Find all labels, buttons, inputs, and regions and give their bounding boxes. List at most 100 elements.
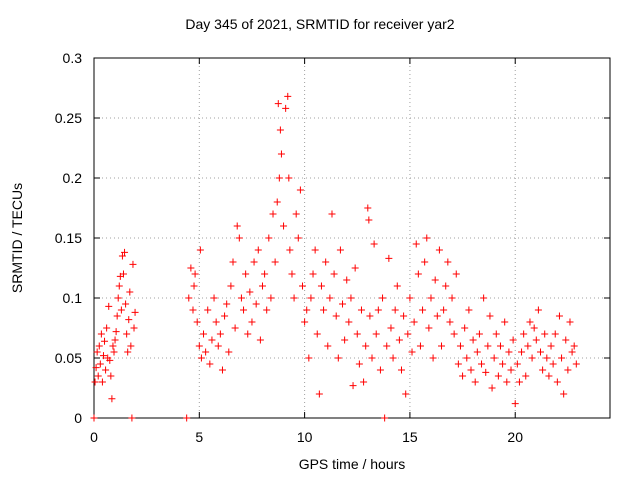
data-point (127, 342, 135, 350)
data-point (271, 258, 279, 266)
data-point (124, 348, 132, 356)
plot-frame (93, 57, 611, 419)
data-point (471, 378, 479, 386)
x-tick-label: 15 (402, 429, 418, 445)
data-point (117, 306, 125, 314)
data-point (480, 294, 488, 302)
data-point (522, 372, 530, 380)
data-point (391, 306, 399, 314)
data-point (285, 174, 293, 182)
data-point (204, 306, 212, 314)
data-point (402, 390, 410, 398)
data-point (562, 336, 570, 344)
data-point (244, 330, 252, 338)
data-point (191, 270, 199, 278)
data-point (442, 282, 450, 290)
data-point (364, 204, 372, 212)
data-point (248, 318, 256, 326)
data-point (105, 302, 113, 310)
data-point (99, 352, 107, 360)
data-point (223, 300, 231, 308)
data-point (128, 414, 136, 422)
data-point (292, 210, 300, 218)
data-point (216, 330, 224, 338)
data-point (339, 300, 347, 308)
x-tick-label: 5 (195, 429, 203, 445)
axis-ticks: 0 0.05 0.1 0.15 0.2 0.25 0.3 0 5 10 15 20 (55, 50, 610, 445)
data-point (526, 318, 534, 326)
data-point (336, 246, 344, 254)
data-point (564, 366, 572, 374)
data-point (490, 354, 498, 362)
data-point (541, 330, 549, 338)
data-point (202, 348, 210, 356)
data-point (229, 258, 237, 266)
data-point (96, 360, 104, 368)
data-point (263, 306, 271, 314)
y-tick-label: 0 (74, 410, 82, 426)
data-point (372, 330, 380, 338)
x-tick-label: 10 (297, 429, 313, 445)
y-tick-label: 0.25 (55, 110, 82, 126)
data-point (357, 306, 365, 314)
data-point (254, 246, 262, 254)
data-point (214, 342, 222, 350)
data-point (110, 348, 118, 356)
data-point (256, 336, 264, 344)
data-point (499, 360, 507, 368)
data-point (101, 337, 109, 345)
data-point (381, 414, 389, 422)
data-point (189, 306, 197, 314)
data-point (317, 282, 325, 290)
data-point (90, 414, 98, 422)
data-point (92, 364, 100, 372)
data-point (94, 372, 102, 380)
data-point (193, 318, 201, 326)
data-point (478, 360, 486, 368)
data-point (246, 288, 254, 296)
data-point (288, 270, 296, 278)
data-point (469, 336, 477, 344)
data-point (115, 282, 123, 290)
data-point (423, 234, 431, 242)
data-point (131, 308, 139, 316)
data-point (505, 348, 513, 356)
data-point (324, 342, 332, 350)
data-point (109, 342, 117, 350)
data-point (461, 324, 469, 332)
data-point (465, 306, 473, 314)
data-point (414, 270, 422, 278)
data-point (566, 318, 574, 326)
y-tick-label: 0.1 (63, 290, 83, 306)
data-point (307, 294, 315, 302)
data-point (400, 312, 408, 320)
data-point (459, 372, 467, 380)
data-point (218, 366, 226, 374)
data-point (235, 234, 243, 242)
data-point (114, 294, 122, 302)
data-point (395, 336, 403, 344)
data-point (511, 400, 519, 408)
data-point (334, 354, 342, 362)
data-point (360, 378, 368, 386)
data-point (389, 354, 397, 362)
data-point (273, 198, 281, 206)
data-point (129, 260, 137, 268)
data-point (473, 348, 481, 356)
data-point (355, 360, 363, 368)
data-point (543, 354, 551, 362)
grid (94, 58, 610, 418)
data-point (290, 294, 298, 302)
data-point (353, 330, 361, 338)
data-point (560, 390, 568, 398)
data-point (326, 294, 334, 302)
data-point (534, 306, 542, 314)
data-point (452, 270, 460, 278)
data-point (332, 312, 340, 320)
data-point (492, 330, 500, 338)
data-point (421, 258, 429, 266)
data-point (374, 306, 382, 314)
data-point (313, 330, 321, 338)
data-point (122, 300, 130, 308)
data-point (467, 366, 475, 374)
